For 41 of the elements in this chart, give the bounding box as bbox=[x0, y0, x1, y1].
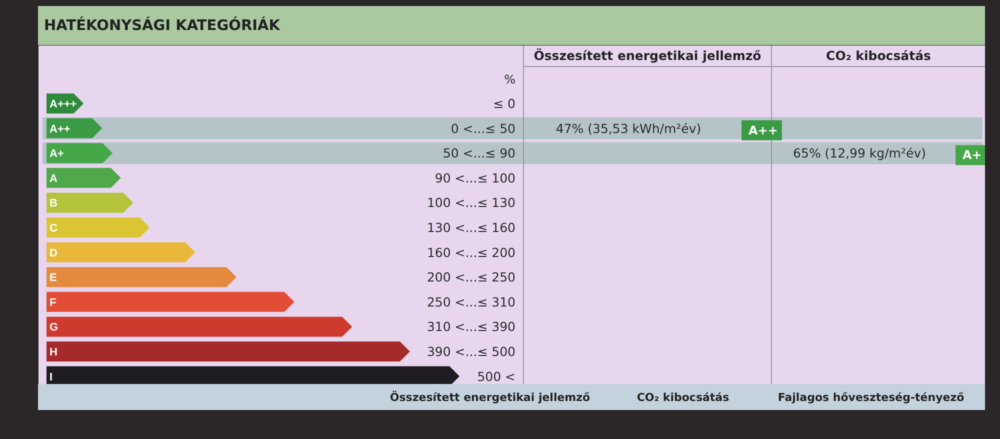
bar bbox=[46, 267, 236, 288]
bar bbox=[46, 342, 410, 362]
tab-strip: Összesített energetikai jellemző CO₂ kibocsátás Fajlagos hőveszteség-tényező bbox=[38, 384, 985, 410]
text: ≤ 0 bbox=[493, 96, 516, 111]
text: A+ bbox=[962, 148, 982, 162]
text: 500 < bbox=[477, 368, 516, 384]
y-tick-label: A+++ bbox=[50, 98, 77, 110]
text: A++ bbox=[748, 123, 778, 138]
bar bbox=[46, 192, 134, 213]
y-tick-label: G bbox=[50, 322, 58, 334]
y-tick-label: A bbox=[50, 172, 58, 185]
band-label: 65% (12,99 kg/m²év) bbox=[793, 146, 926, 161]
y-tick-label: F bbox=[50, 296, 56, 309]
band-label: 47% (35,53 kWh/m²év) bbox=[556, 120, 702, 136]
annotation: 160 <...≤ 200 bbox=[426, 244, 516, 260]
y-tick-label: B bbox=[50, 198, 58, 210]
y-tick-label: A++ bbox=[50, 123, 70, 136]
annotation: 100 <...≤ 130 bbox=[426, 195, 516, 210]
text: CO₂ kibocsátás bbox=[826, 48, 931, 63]
annotation: 130 <...≤ 160 bbox=[426, 220, 516, 235]
chart-title: HATÉKONYSÁGI KATEGÓRIÁK bbox=[44, 16, 280, 36]
bar bbox=[46, 168, 121, 188]
bar bbox=[46, 218, 150, 238]
y-tick-label: A+ bbox=[50, 148, 64, 160]
annotation: 310 <...≤ 390 bbox=[426, 319, 516, 334]
annotation: 200 <...≤ 250 bbox=[426, 270, 516, 285]
annotation: 0 <...≤ 50 bbox=[450, 120, 516, 136]
y-tick-label: C bbox=[50, 222, 58, 234]
y-tick-label: H bbox=[50, 346, 58, 358]
text: Összesített energetikai jellemző bbox=[534, 48, 762, 63]
bar bbox=[46, 242, 196, 262]
bar bbox=[46, 316, 352, 337]
annotation: 250 <...≤ 310 bbox=[426, 294, 516, 310]
text: % bbox=[504, 72, 516, 86]
annotation: 90 <...≤ 100 bbox=[434, 170, 516, 186]
y-tick-label: D bbox=[50, 247, 58, 260]
bar bbox=[46, 292, 294, 312]
y-tick-label: I bbox=[50, 371, 53, 384]
y-tick-label: E bbox=[50, 272, 57, 284]
annotation: 390 <...≤ 500 bbox=[426, 344, 516, 359]
annotation: 50 <...≤ 90 bbox=[442, 146, 516, 161]
